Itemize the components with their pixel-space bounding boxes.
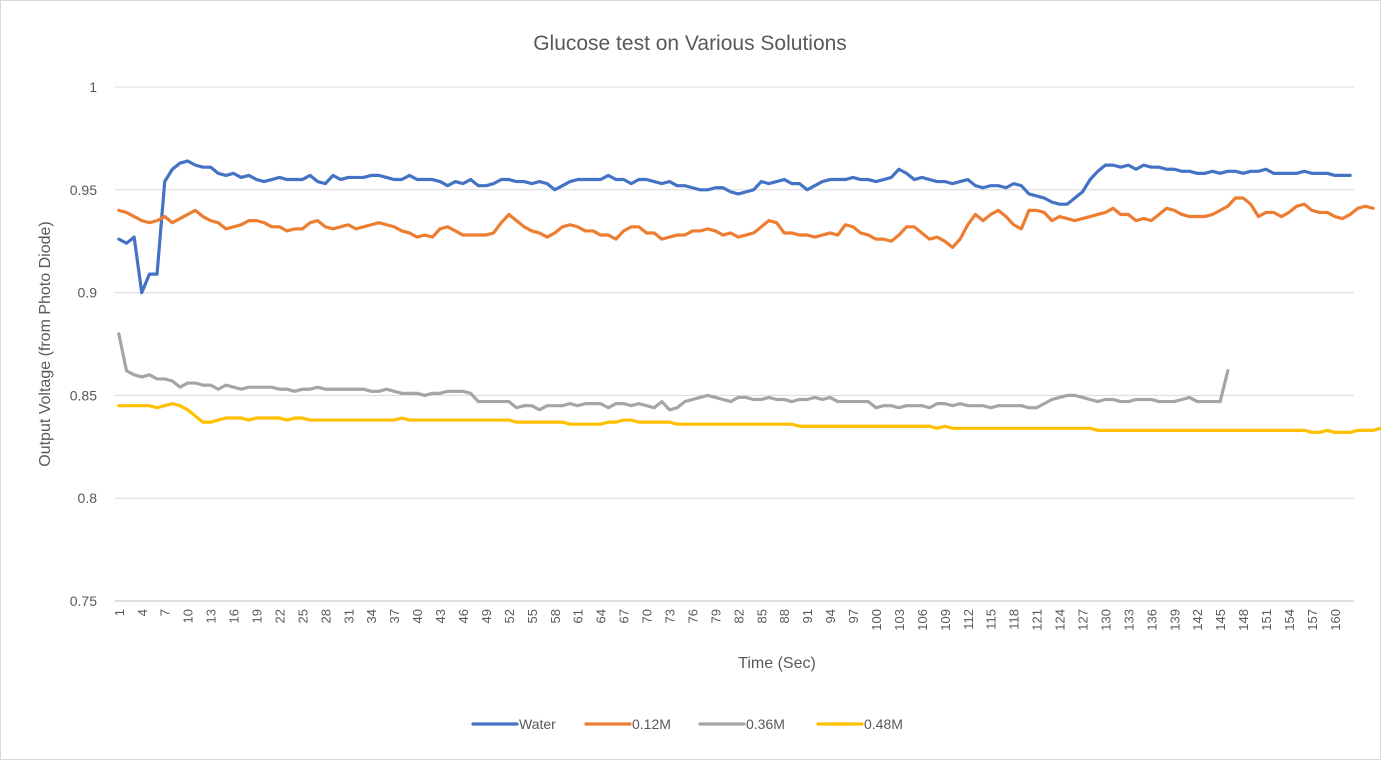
x-tick-label: 136 — [1144, 609, 1159, 631]
x-tick-label: 79 — [708, 609, 723, 623]
x-tick-label: 97 — [846, 609, 861, 623]
x-tick-label: 133 — [1121, 609, 1136, 631]
x-tick-label: 64 — [594, 609, 609, 623]
y-tick-label: 0.95 — [70, 182, 97, 198]
legend-label: Water — [519, 716, 556, 732]
x-tick-label: 121 — [1030, 609, 1045, 631]
x-tick-label: 28 — [318, 609, 333, 623]
x-tick-label: 118 — [1007, 609, 1022, 630]
chart-title: Glucose test on Various Solutions — [533, 32, 847, 55]
x-tick-label: 145 — [1213, 609, 1228, 631]
x-tick-label: 22 — [272, 609, 287, 623]
x-tick-label: 7 — [158, 609, 173, 616]
x-tick-label: 124 — [1053, 609, 1068, 631]
y-axis-ticks: 0.75 0.8 0.85 0.9 0.95 1 — [70, 79, 97, 609]
x-tick-label: 34 — [364, 609, 379, 623]
x-tick-label: 19 — [249, 609, 264, 623]
legend-label: 0.48M — [864, 716, 903, 732]
y-tick-label: 0.9 — [78, 285, 98, 301]
series-line-0-48m — [117, 402, 1381, 435]
x-tick-label: 109 — [938, 609, 953, 631]
x-tick-label: 127 — [1075, 609, 1090, 631]
legend-label: 0.12M — [632, 716, 671, 732]
x-axis-title: Time (Sec) — [738, 655, 816, 672]
y-tick-label: 0.75 — [70, 593, 97, 609]
legend-item: 0.36M — [698, 716, 785, 732]
legend: Water 0.12M 0.36M 0.48M — [471, 716, 903, 732]
legend-item: 0.12M — [584, 716, 671, 732]
x-tick-label: 25 — [295, 609, 310, 623]
y-tick-label: 0.85 — [70, 387, 97, 403]
x-tick-label: 94 — [823, 609, 838, 623]
x-tick-label: 91 — [800, 609, 815, 623]
x-tick-label: 100 — [869, 609, 884, 631]
x-tick-label: 1 — [112, 609, 127, 616]
x-tick-label: 85 — [754, 609, 769, 623]
x-tick-label: 55 — [525, 609, 540, 623]
x-tick-label: 130 — [1098, 609, 1113, 631]
x-tick-label: 106 — [915, 609, 930, 631]
x-tick-label: 73 — [662, 609, 677, 623]
x-tick-label: 58 — [548, 609, 563, 623]
x-tick-label: 157 — [1305, 609, 1320, 631]
x-tick-label: 148 — [1236, 609, 1251, 631]
series-lines — [117, 159, 1381, 435]
x-tick-label: 61 — [571, 609, 586, 623]
x-tick-label: 151 — [1259, 609, 1274, 631]
legend-item: Water — [471, 716, 556, 732]
x-tick-label: 112 — [961, 609, 976, 630]
x-tick-label: 103 — [892, 609, 907, 631]
series-line-0-36m — [117, 332, 1230, 412]
x-tick-label: 13 — [204, 609, 219, 623]
x-tick-label: 40 — [410, 609, 425, 623]
y-tick-label: 0.8 — [78, 490, 98, 506]
y-axis-title: Output Voltage (from Photo Diode) — [37, 221, 54, 466]
legend-label: 0.36M — [746, 716, 785, 732]
x-tick-label: 4 — [135, 609, 150, 616]
x-tick-label: 46 — [456, 609, 471, 623]
y-tick-label: 1 — [89, 79, 97, 95]
x-tick-label: 76 — [685, 609, 700, 623]
x-tick-label: 67 — [617, 609, 632, 623]
x-tick-label: 37 — [387, 609, 402, 623]
x-tick-label: 139 — [1167, 609, 1182, 631]
x-tick-label: 31 — [341, 609, 356, 623]
x-tick-label: 70 — [640, 609, 655, 623]
x-tick-label: 154 — [1282, 609, 1297, 631]
x-tick-label: 16 — [227, 609, 242, 623]
x-tick-label: 88 — [777, 609, 792, 623]
x-tick-label: 142 — [1190, 609, 1205, 631]
x-tick-label: 82 — [731, 609, 746, 623]
x-tick-label: 52 — [502, 609, 517, 623]
series-line-water — [117, 159, 1352, 295]
x-tick-label: 115 — [984, 609, 999, 630]
x-axis-ticks: 1 4 7 10 13 16 19 22 25 28 31 34 37 40 43 46 49 52 55 58 61 6… — [112, 609, 1343, 631]
x-tick-label: 10 — [181, 609, 196, 623]
x-tick-label: 49 — [479, 609, 494, 623]
legend-item: 0.48M — [816, 716, 903, 732]
x-tick-label: 43 — [433, 609, 448, 623]
x-tick-label: 160 — [1328, 609, 1343, 631]
series-line-0-12m — [117, 196, 1375, 249]
